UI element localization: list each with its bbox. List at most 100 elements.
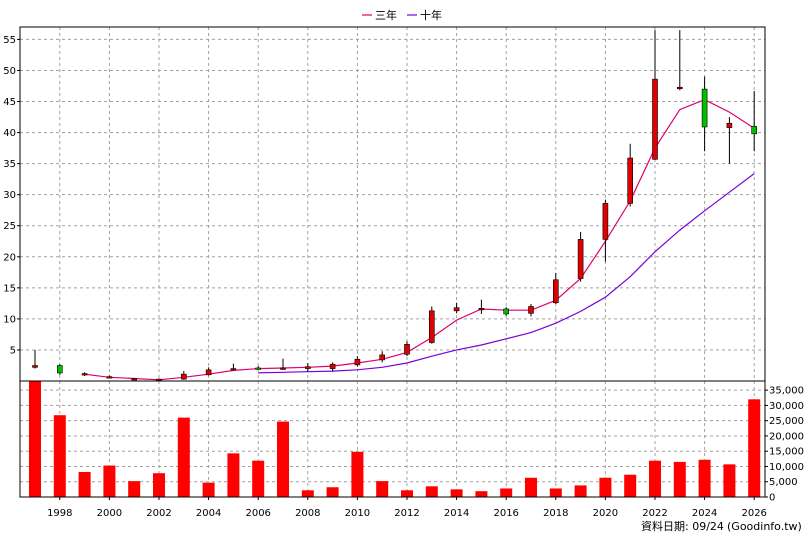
volume-bar bbox=[425, 486, 438, 497]
candle-body bbox=[32, 365, 38, 368]
volume-bar bbox=[723, 464, 736, 497]
volume-bar bbox=[599, 477, 612, 497]
x-tick-label: 2016 bbox=[493, 508, 518, 519]
candle-body bbox=[304, 366, 311, 369]
ma10-line bbox=[258, 173, 755, 374]
x-tick-label: 2004 bbox=[196, 508, 221, 519]
price-tick-label: 55 bbox=[3, 35, 16, 46]
grid bbox=[20, 27, 765, 497]
volume-tick-label: 35,000 bbox=[769, 386, 804, 397]
candles bbox=[32, 30, 758, 381]
candle-body bbox=[503, 308, 510, 315]
x-tick-label: 2002 bbox=[146, 508, 171, 519]
volume-bar bbox=[29, 381, 41, 497]
ma3-series bbox=[84, 99, 755, 381]
plot-border bbox=[19, 26, 766, 498]
candle-body bbox=[428, 310, 435, 343]
volume-bar bbox=[475, 491, 488, 497]
candle-body bbox=[156, 378, 162, 381]
candle-body bbox=[81, 373, 88, 376]
volume-bar bbox=[574, 485, 587, 497]
price-tick-label: 20 bbox=[3, 252, 16, 263]
x-tick-label: 2022 bbox=[642, 508, 667, 519]
volume-bar bbox=[128, 481, 141, 497]
candle-body bbox=[751, 126, 758, 135]
volume-bar bbox=[351, 451, 364, 497]
price-tick-label: 50 bbox=[3, 66, 16, 77]
price-tick-label: 5 bbox=[10, 345, 16, 356]
volume-bars bbox=[29, 381, 761, 497]
x-tick-label: 2026 bbox=[741, 508, 766, 519]
candle-body bbox=[701, 88, 708, 128]
volume-bar bbox=[525, 477, 537, 497]
volume-tick-label: 0 bbox=[769, 493, 775, 504]
price-tick-label: 10 bbox=[3, 314, 16, 325]
legend-label-ma10: 十年 bbox=[420, 8, 442, 22]
volume-bar bbox=[326, 487, 339, 497]
volume-bar bbox=[177, 417, 190, 497]
price-tick-label: 35 bbox=[3, 159, 16, 170]
volume-bar bbox=[673, 461, 686, 497]
candle-body bbox=[627, 157, 634, 204]
x-tick-label: 2012 bbox=[394, 508, 419, 519]
ma3-line bbox=[84, 99, 755, 381]
x-tick-label: 2008 bbox=[295, 508, 320, 519]
x-tick-label: 2014 bbox=[444, 508, 469, 519]
candle-body bbox=[552, 279, 559, 304]
volume-bar bbox=[748, 399, 761, 497]
volume-tick-label: 25,000 bbox=[769, 416, 804, 427]
candle-body bbox=[577, 239, 584, 279]
price-axis: 5 10 15 20 25 30 35 40 45 50 55 bbox=[3, 35, 20, 356]
price-tick-label: 40 bbox=[3, 128, 16, 139]
x-tick-label: 2006 bbox=[245, 508, 270, 519]
volume-bar bbox=[252, 460, 265, 497]
x-tick-label: 2018 bbox=[543, 508, 568, 519]
volume-bar bbox=[227, 453, 240, 497]
volume-bar bbox=[376, 481, 389, 497]
volume-tick-label: 5,000 bbox=[769, 477, 798, 488]
legend-label-ma3: 三年 bbox=[375, 8, 397, 22]
candle-body bbox=[404, 344, 410, 355]
candle-body bbox=[280, 367, 286, 370]
candle-body bbox=[56, 365, 63, 374]
footer-source: (Goodinfo.tw) bbox=[727, 520, 802, 533]
candle-body bbox=[379, 354, 386, 361]
candle-body bbox=[726, 122, 733, 128]
ma10-series bbox=[258, 173, 755, 374]
x-tick-label: 2024 bbox=[692, 508, 717, 519]
volume-bar bbox=[78, 471, 91, 497]
candle-body bbox=[652, 78, 658, 160]
volume-bar bbox=[401, 490, 413, 497]
volume-tick-label: 15,000 bbox=[769, 447, 804, 458]
volume-bar bbox=[202, 482, 215, 497]
x-tick-label: 1998 bbox=[47, 508, 72, 519]
candle-body bbox=[528, 306, 534, 314]
candle-body bbox=[478, 308, 485, 311]
x-tick-label: 2020 bbox=[593, 508, 618, 519]
volume-axis: 0 5,000 10,000 15,000 20,000 25,000 30,000 35,0… bbox=[765, 386, 804, 504]
candle-body bbox=[329, 363, 336, 369]
volume-bar bbox=[53, 415, 66, 497]
candle-body bbox=[205, 369, 212, 376]
volume-bar bbox=[549, 488, 562, 497]
candle-body bbox=[602, 203, 609, 240]
candle-body bbox=[230, 368, 237, 371]
volume-bar bbox=[153, 473, 165, 497]
volume-bar bbox=[624, 474, 637, 497]
candle-body bbox=[676, 86, 683, 90]
volume-bar bbox=[450, 489, 463, 497]
price-tick-label: 15 bbox=[3, 283, 16, 294]
volume-bar bbox=[500, 488, 513, 497]
volume-bar bbox=[649, 460, 661, 497]
candle-body bbox=[453, 307, 460, 312]
volume-bar bbox=[698, 459, 711, 497]
volume-tick-label: 30,000 bbox=[769, 401, 804, 412]
price-tick-label: 45 bbox=[3, 97, 16, 108]
volume-bar bbox=[277, 421, 289, 497]
candle-body bbox=[181, 373, 187, 380]
volume-tick-label: 20,000 bbox=[769, 431, 804, 442]
x-axis: 1998 2000 2002 2004 2006 2008 2010 2012 2014 2016… bbox=[47, 497, 767, 519]
x-tick-label: 2010 bbox=[345, 508, 370, 519]
candle-body bbox=[255, 367, 261, 370]
